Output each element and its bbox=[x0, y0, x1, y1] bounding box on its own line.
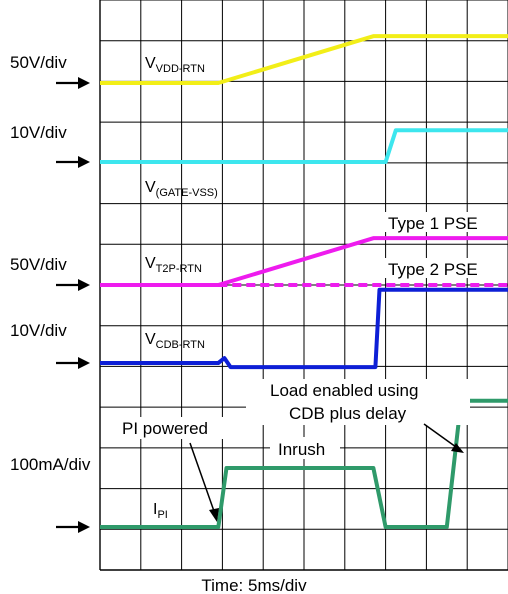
arrow-head-load-enabled bbox=[451, 443, 464, 453]
scale-label-ch4: 10V/div bbox=[10, 321, 67, 340]
annotation-bg-type1 bbox=[384, 212, 498, 232]
trace-vdd bbox=[100, 34, 508, 85]
x-axis-label: Time: 5ms/div bbox=[201, 576, 307, 594]
channel-marker-arrow bbox=[56, 156, 90, 168]
arrow-load-enabled bbox=[423, 423, 457, 448]
annotation-bg-type2 bbox=[384, 258, 498, 278]
annotation-cdb-plus-delay: CDB plus delay bbox=[289, 404, 407, 423]
scale-label-ch5: 100mA/div bbox=[10, 455, 91, 474]
scale-label-ch3: 50V/div bbox=[10, 255, 67, 274]
annotation-type1-pse: Type 1 PSE bbox=[388, 214, 478, 233]
signal-name-vdd: VVDD-RTN bbox=[145, 55, 205, 75]
signal-name-ipi: IPI bbox=[153, 501, 168, 521]
traces bbox=[100, 34, 508, 529]
annotation-type2-pse: Type 2 PSE bbox=[388, 260, 478, 279]
trace-gate bbox=[100, 128, 508, 164]
signal-name-gate: V(GATE-VSS) bbox=[145, 179, 218, 199]
channel-marker-arrow bbox=[56, 279, 90, 291]
annotation-load-enabled: Load enabled using bbox=[270, 381, 418, 400]
annotation-bg-pi bbox=[118, 417, 224, 439]
scale-label-ch1: 50V/div bbox=[10, 53, 67, 72]
channel-marker-arrow bbox=[56, 357, 90, 369]
annotation-bg-inrush bbox=[270, 437, 340, 459]
scale-label-ch2: 10V/div bbox=[10, 123, 67, 142]
trace-t2p bbox=[100, 236, 508, 287]
channel-markers bbox=[56, 77, 90, 533]
trace-cdb bbox=[100, 287, 508, 370]
channel-marker-arrow bbox=[56, 77, 90, 89]
annotation-bg-load bbox=[246, 379, 470, 425]
arrow-pi-powered bbox=[189, 442, 216, 515]
annotation-inrush: Inrush bbox=[278, 440, 325, 459]
channel-marker-arrow bbox=[56, 521, 90, 533]
signal-name-cdb: VCDB-RTN bbox=[145, 331, 205, 351]
arrow-head-pi-powered bbox=[209, 508, 219, 522]
annotation-pi-powered: PI powered bbox=[122, 419, 208, 438]
signal-name-t2p: VT2P-RTN bbox=[145, 255, 202, 275]
